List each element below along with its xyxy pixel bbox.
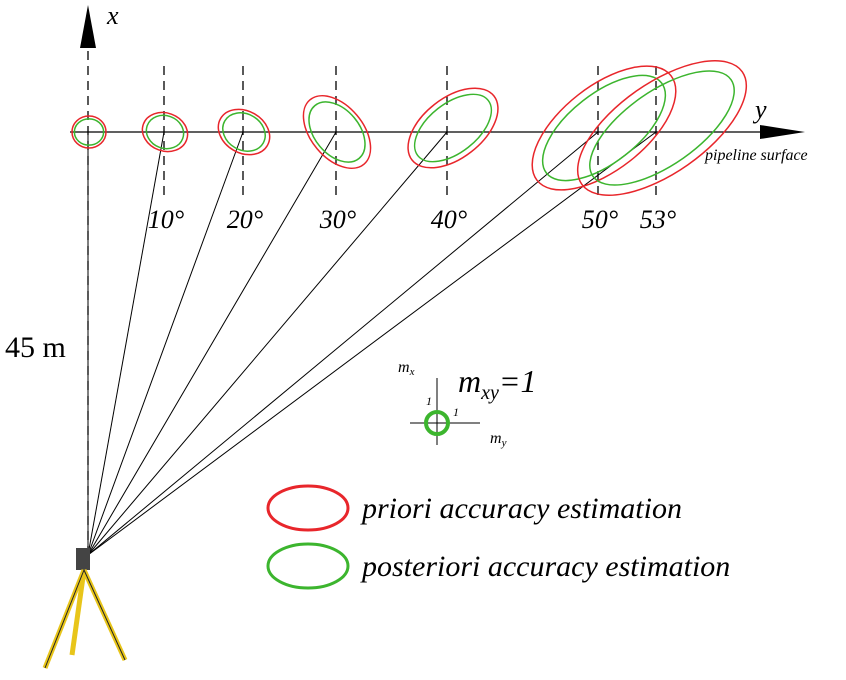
mxy-sub: xy xyxy=(480,382,499,404)
angle-label: 30° xyxy=(319,205,356,234)
y-arrow xyxy=(760,125,805,139)
mx-base: m xyxy=(398,359,410,376)
one-y: 1 xyxy=(453,405,459,419)
scale-legend: mx mxy=1 1 1 my xyxy=(398,359,536,449)
mxy-eq: =1 xyxy=(499,363,537,399)
angle-lines xyxy=(164,66,656,200)
mx-sub: x xyxy=(409,366,415,378)
angle-label: 50° xyxy=(582,205,618,234)
mxy-label: mxy=1 xyxy=(458,363,536,404)
tripod-leg-edge xyxy=(84,570,125,660)
my-label: my xyxy=(490,430,507,449)
posteriori-ellipse xyxy=(403,81,504,175)
distance-label: 45 m xyxy=(5,331,66,364)
diagram: x y pipeline surface 10°20°30°40°50°53° … xyxy=(0,0,846,680)
legend: priori accuracy estimation posteriori ac… xyxy=(268,486,730,588)
y-label: y xyxy=(752,95,767,124)
sight-ray xyxy=(88,132,336,555)
x-arrow xyxy=(80,5,96,48)
mx-label: mx xyxy=(398,359,415,378)
error-ellipses xyxy=(72,35,768,221)
x-label: x xyxy=(106,1,119,30)
legend-text: posteriori accuracy estimation xyxy=(360,550,730,583)
sight-ray xyxy=(88,132,164,555)
surface-label: pipeline surface xyxy=(704,147,808,164)
angle-label: 40° xyxy=(431,205,467,234)
total-station xyxy=(45,548,125,668)
angle-label: 20° xyxy=(227,205,263,234)
angle-label: 53° xyxy=(640,205,676,234)
my-base: m xyxy=(490,430,502,447)
priori-ellipse xyxy=(511,43,697,214)
instrument xyxy=(76,548,90,570)
legend-red xyxy=(268,486,348,530)
angle-label: 10° xyxy=(148,205,184,234)
my-sub: y xyxy=(501,437,507,449)
angle-labels: 10° 20° 30° 40° 50° 53° xyxy=(148,205,676,234)
one-x: 1 xyxy=(426,394,432,408)
mxy-base: m xyxy=(458,363,481,399)
axes: x y pipeline surface xyxy=(70,1,808,555)
legend-green xyxy=(268,544,348,588)
priori-ellipse xyxy=(394,72,513,183)
sight-ray xyxy=(88,132,243,555)
legend-text: priori accuracy estimation xyxy=(360,492,682,525)
